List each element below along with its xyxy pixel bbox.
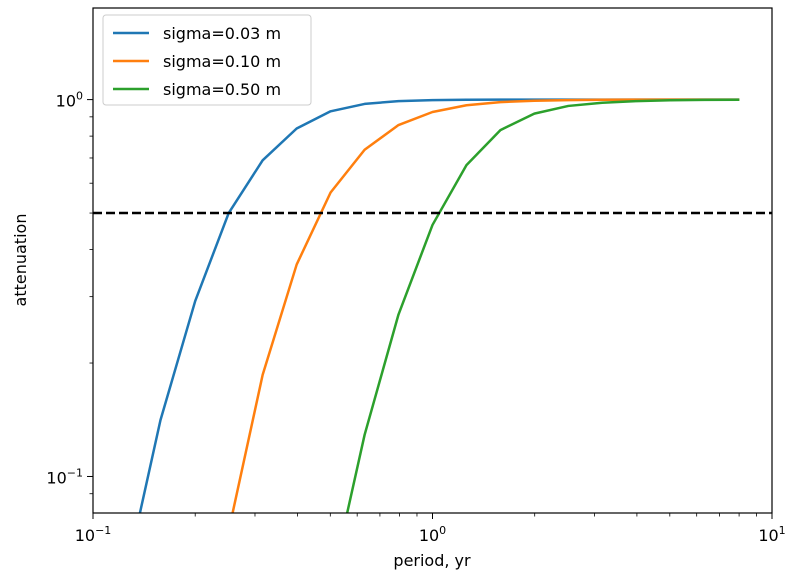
legend-label-1: sigma=0.10 m [163, 52, 281, 71]
x-axis-label: period, yr [393, 551, 471, 570]
y-axis-label: attenuation [11, 214, 30, 307]
x-tick-label-1: 100 [419, 524, 446, 545]
x-tick-label-2: 101 [758, 524, 785, 545]
x-tick-label-0: 10−1 [75, 524, 112, 545]
legend-box [102, 14, 312, 106]
ticks-layer: 10−1 100 101 10−1 100 [46, 90, 785, 545]
y-tick-label-1: 100 [56, 90, 83, 111]
y-tick-label-0: 10−1 [46, 466, 83, 487]
series-line-2 [345, 98, 740, 513]
series-layer [93, 98, 772, 513]
legend-label-0: sigma=0.03 m [163, 24, 281, 43]
legend: sigma=0.03 m sigma=0.10 m sigma=0.50 m [102, 14, 312, 106]
legend-label-2: sigma=0.50 m [163, 80, 281, 99]
